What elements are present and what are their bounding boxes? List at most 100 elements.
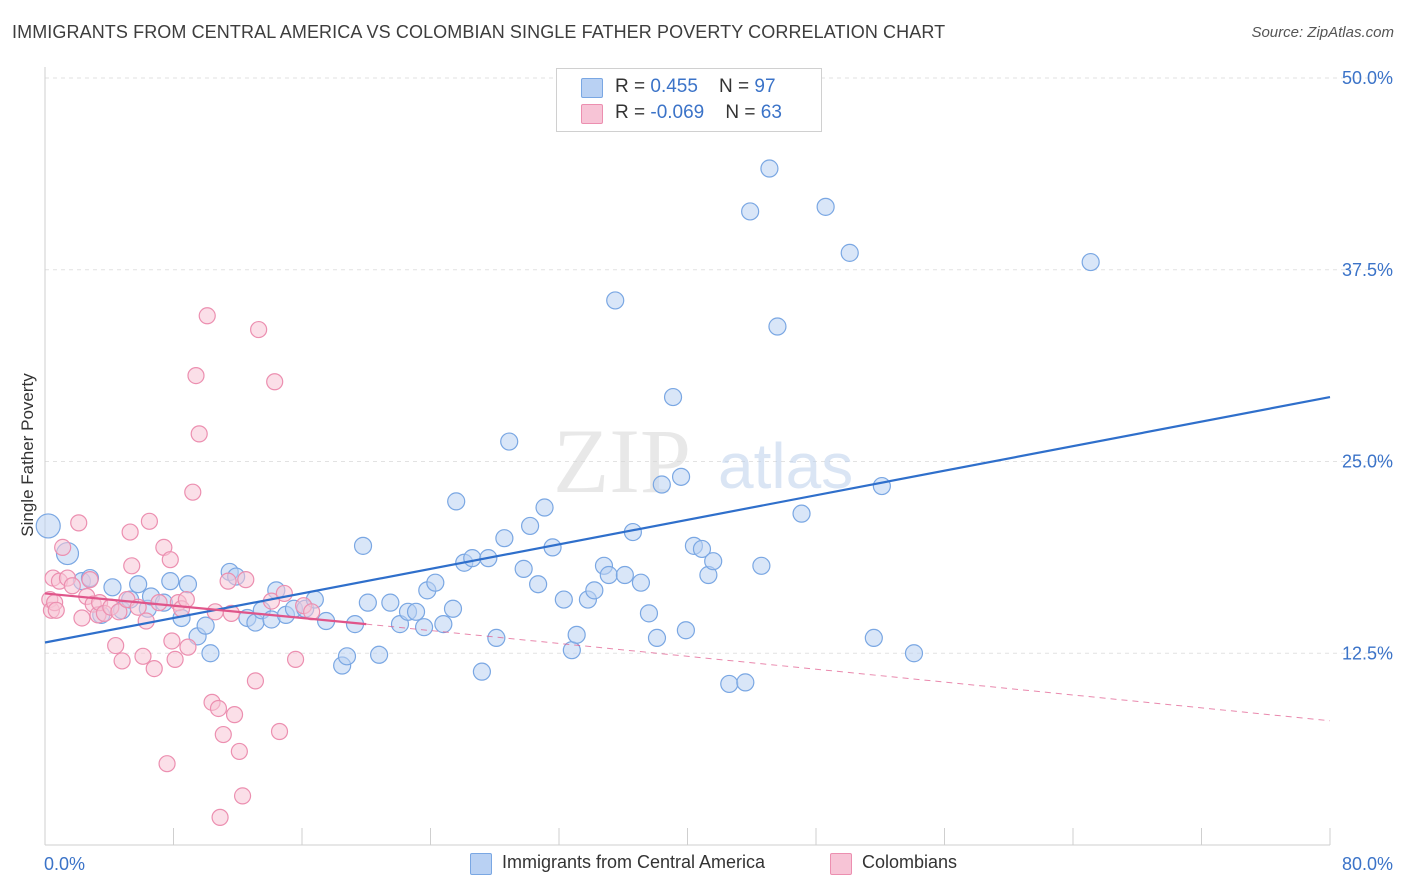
- data-point-colombians: [177, 590, 195, 609]
- data-point-central-america: [426, 573, 445, 592]
- data-point-colombians: [198, 307, 216, 325]
- data-point-central-america: [676, 621, 695, 640]
- trend-line-central-america: [44, 395, 1331, 644]
- tick-labels: 12.5% 25.0% 37.5% 50.0% 0.0% 80.0%: [44, 68, 1393, 874]
- y-tick-label: 12.5%: [1342, 643, 1393, 663]
- y-tick-label: 37.5%: [1342, 260, 1393, 280]
- data-point-central-america: [514, 559, 533, 578]
- y-tick-label: 25.0%: [1342, 452, 1393, 472]
- source-label: Source: ZipAtlas.com: [1251, 24, 1394, 41]
- data-point-central-america: [741, 202, 760, 221]
- data-point-colombians: [161, 551, 179, 569]
- legend-r-value: -0.069: [650, 102, 705, 123]
- data-point-central-america: [768, 317, 787, 336]
- data-point-central-america: [414, 618, 434, 637]
- data-point-central-america: [760, 159, 779, 178]
- data-point-central-america: [35, 513, 61, 539]
- legend-n-label: N =: [725, 102, 761, 123]
- data-point-colombians: [270, 722, 289, 741]
- data-point-colombians: [286, 650, 305, 668]
- legend-swatch-blue: [581, 78, 603, 98]
- data-point-central-america: [816, 197, 835, 216]
- data-point-central-america: [692, 539, 712, 559]
- data-point-central-america: [434, 615, 453, 634]
- legend-r-label: R =: [615, 102, 651, 123]
- data-point-central-america: [129, 575, 148, 594]
- data-point-central-america: [720, 674, 739, 694]
- data-point-colombians: [219, 572, 237, 590]
- data-point-central-america: [792, 504, 811, 523]
- data-point-central-america: [495, 529, 514, 548]
- data-point-colombians: [163, 632, 181, 650]
- data-point-central-america: [472, 662, 491, 681]
- data-point-central-america: [529, 575, 548, 594]
- data-point-central-america: [567, 625, 586, 644]
- data-point-central-america: [663, 387, 683, 407]
- data-point-colombians: [230, 742, 248, 761]
- legend-swatch-pink: [581, 104, 603, 124]
- data-point-colombians: [73, 609, 91, 627]
- data-point-central-america: [103, 578, 122, 597]
- data-point-central-america: [178, 575, 198, 594]
- data-point-colombians: [237, 571, 255, 589]
- trend-lines: [44, 395, 1331, 722]
- data-point-central-america: [370, 645, 389, 664]
- data-point-central-america: [904, 644, 924, 663]
- axes: [44, 67, 1331, 846]
- data-point-central-america: [463, 549, 482, 568]
- data-point-central-america: [500, 432, 519, 451]
- data-point-colombians: [54, 538, 72, 557]
- data-point-central-america: [652, 475, 671, 494]
- data-point-central-america: [535, 498, 554, 517]
- chart-title: IMMIGRANTS FROM CENTRAL AMERICA VS COLOM…: [12, 22, 946, 42]
- data-point-central-america: [736, 673, 755, 692]
- data-point-colombians: [225, 706, 244, 724]
- data-point-central-america: [196, 616, 215, 635]
- data-point-central-america: [447, 492, 466, 511]
- data-point-central-america: [487, 628, 506, 648]
- data-point-colombians: [190, 425, 208, 443]
- data-point-central-america: [381, 593, 400, 612]
- data-point-central-america: [631, 573, 651, 592]
- data-point-colombians: [150, 594, 168, 612]
- data-point-central-america: [704, 552, 723, 571]
- legend-r-label: R =: [615, 76, 651, 97]
- data-point-colombians: [123, 557, 141, 575]
- series-colombians-points: [41, 307, 321, 826]
- data-point-central-america: [639, 604, 659, 623]
- data-point-colombians: [166, 650, 184, 668]
- data-point-colombians: [187, 366, 205, 385]
- data-point-central-america: [647, 628, 667, 648]
- y-tick-label: 50.0%: [1342, 68, 1393, 88]
- legend-n-value: 63: [760, 102, 782, 123]
- data-point-colombians: [184, 483, 202, 501]
- data-point-colombians: [145, 659, 163, 678]
- watermark-atlas: atlas: [718, 430, 853, 502]
- watermark: ZIP atlas: [553, 410, 853, 512]
- data-point-central-america: [554, 590, 573, 609]
- data-point-colombians: [158, 755, 176, 773]
- data-point-central-america: [443, 599, 463, 618]
- x-tick-label: 80.0%: [1342, 854, 1393, 874]
- data-point-colombians: [250, 320, 268, 339]
- data-point-central-america: [337, 647, 357, 666]
- data-point-colombians: [211, 808, 229, 826]
- data-point-colombians: [134, 647, 152, 665]
- data-point-colombians: [121, 523, 139, 541]
- data-point-central-america: [201, 644, 220, 663]
- data-point-central-america: [358, 593, 377, 612]
- data-point-colombians: [140, 512, 159, 530]
- data-point-central-america: [671, 467, 691, 486]
- data-point-colombians: [275, 584, 293, 603]
- data-point-colombians: [63, 577, 81, 595]
- legend-n-value: 97: [754, 76, 776, 97]
- data-point-colombians: [70, 514, 88, 532]
- data-point-central-america: [161, 572, 180, 591]
- data-point-central-america: [615, 565, 634, 585]
- data-point-colombians: [179, 638, 197, 656]
- data-point-colombians: [233, 787, 252, 805]
- data-point-colombians: [246, 672, 265, 690]
- x-tick-label: 0.0%: [44, 854, 85, 874]
- data-point-colombians: [113, 652, 131, 670]
